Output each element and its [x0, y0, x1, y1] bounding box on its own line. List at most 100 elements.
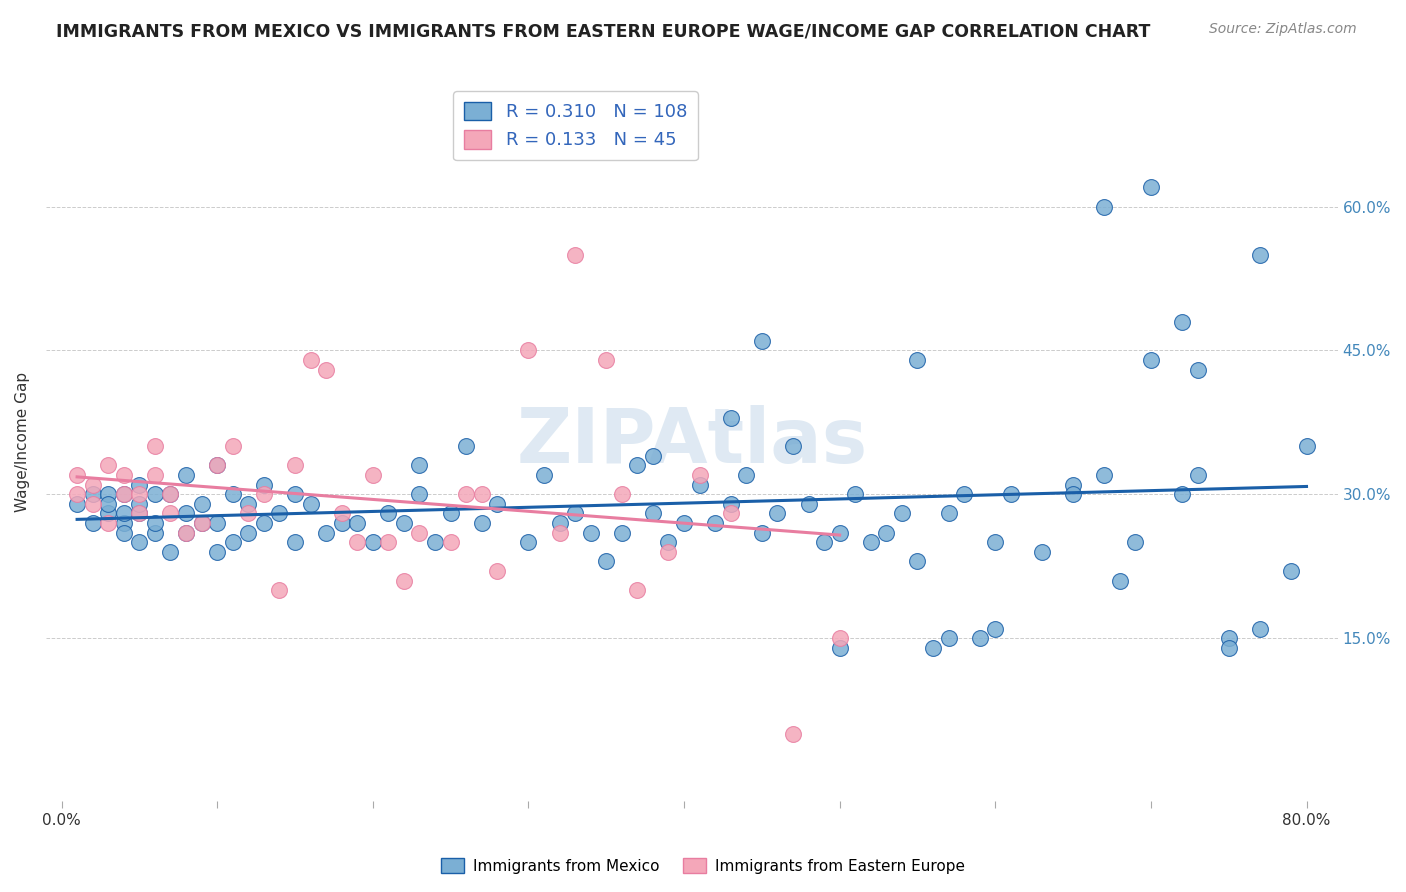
Point — [299, 353, 322, 368]
Point — [190, 516, 212, 530]
Point — [875, 525, 897, 540]
Point — [128, 507, 150, 521]
Point — [174, 525, 197, 540]
Point — [222, 487, 245, 501]
Point — [112, 487, 135, 501]
Point — [190, 516, 212, 530]
Point — [720, 507, 742, 521]
Text: IMMIGRANTS FROM MEXICO VS IMMIGRANTS FROM EASTERN EUROPE WAGE/INCOME GAP CORRELA: IMMIGRANTS FROM MEXICO VS IMMIGRANTS FRO… — [56, 22, 1150, 40]
Point — [97, 458, 120, 473]
Point — [689, 468, 711, 483]
Point — [1062, 477, 1084, 491]
Point — [159, 487, 181, 501]
Point — [1092, 200, 1115, 214]
Point — [143, 525, 166, 540]
Point — [969, 631, 991, 645]
Point — [143, 439, 166, 453]
Point — [128, 507, 150, 521]
Point — [720, 410, 742, 425]
Point — [657, 535, 679, 549]
Point — [797, 497, 820, 511]
Point — [238, 507, 260, 521]
Point — [626, 458, 648, 473]
Point — [751, 525, 773, 540]
Y-axis label: Wage/Income Gap: Wage/Income Gap — [15, 371, 30, 512]
Point — [222, 439, 245, 453]
Point — [174, 525, 197, 540]
Point — [704, 516, 727, 530]
Legend: R = 0.310   N = 108, R = 0.133   N = 45: R = 0.310 N = 108, R = 0.133 N = 45 — [453, 91, 697, 161]
Point — [253, 516, 276, 530]
Point — [238, 497, 260, 511]
Point — [423, 535, 446, 549]
Point — [330, 507, 353, 521]
Point — [610, 525, 633, 540]
Point — [82, 487, 104, 501]
Point — [128, 535, 150, 549]
Point — [890, 507, 912, 521]
Point — [284, 535, 307, 549]
Point — [922, 640, 945, 655]
Point — [1171, 315, 1194, 329]
Point — [439, 507, 461, 521]
Point — [128, 497, 150, 511]
Point — [517, 343, 540, 358]
Point — [1140, 180, 1163, 194]
Point — [471, 487, 494, 501]
Point — [751, 334, 773, 348]
Point — [564, 247, 586, 261]
Point — [112, 507, 135, 521]
Point — [284, 487, 307, 501]
Point — [205, 545, 228, 559]
Point — [112, 525, 135, 540]
Point — [315, 362, 337, 376]
Point — [205, 458, 228, 473]
Point — [1279, 564, 1302, 578]
Point — [844, 487, 866, 501]
Point — [828, 631, 851, 645]
Point — [533, 468, 555, 483]
Point — [1187, 362, 1209, 376]
Point — [595, 353, 617, 368]
Point — [253, 477, 276, 491]
Point — [284, 458, 307, 473]
Point — [828, 525, 851, 540]
Point — [641, 449, 664, 463]
Point — [377, 507, 399, 521]
Point — [66, 497, 89, 511]
Point — [82, 477, 104, 491]
Point — [610, 487, 633, 501]
Point — [82, 516, 104, 530]
Point — [782, 439, 804, 453]
Point — [112, 487, 135, 501]
Point — [190, 497, 212, 511]
Legend: Immigrants from Mexico, Immigrants from Eastern Europe: Immigrants from Mexico, Immigrants from … — [434, 852, 972, 880]
Point — [205, 516, 228, 530]
Point — [143, 516, 166, 530]
Point — [66, 487, 89, 501]
Point — [1123, 535, 1146, 549]
Point — [828, 640, 851, 655]
Point — [907, 554, 929, 568]
Point — [97, 487, 120, 501]
Point — [1108, 574, 1130, 588]
Point — [564, 507, 586, 521]
Point — [143, 487, 166, 501]
Point — [720, 497, 742, 511]
Point — [112, 516, 135, 530]
Point — [579, 525, 602, 540]
Point — [1249, 622, 1271, 636]
Point — [1000, 487, 1022, 501]
Point — [269, 583, 291, 598]
Point — [299, 497, 322, 511]
Point — [782, 727, 804, 741]
Point — [97, 507, 120, 521]
Point — [1218, 631, 1240, 645]
Point — [361, 468, 384, 483]
Point — [984, 622, 1007, 636]
Point — [238, 525, 260, 540]
Point — [938, 631, 960, 645]
Point — [766, 507, 789, 521]
Point — [174, 468, 197, 483]
Point — [486, 497, 509, 511]
